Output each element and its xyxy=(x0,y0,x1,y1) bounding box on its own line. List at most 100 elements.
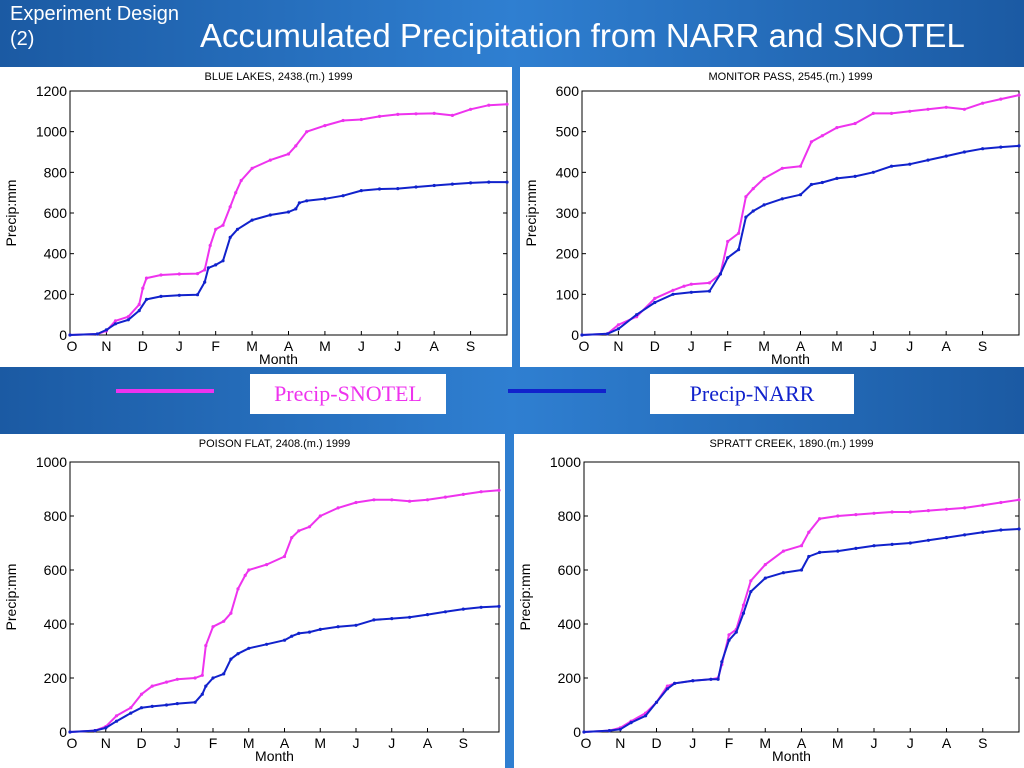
data-point xyxy=(654,700,659,704)
data-point xyxy=(150,704,154,708)
data-point xyxy=(762,176,766,180)
data-point xyxy=(889,111,894,115)
chart-svg: MONITOR PASS, 2545.(m.) 1999 0 100 200 300 40… xyxy=(523,71,1021,367)
x-tick-label: D xyxy=(138,338,148,354)
data-point xyxy=(247,568,251,572)
x-tick-label: J xyxy=(174,735,181,751)
y-tick-label: 0 xyxy=(573,724,581,740)
slide-label: Experiment Design (2) xyxy=(10,3,179,50)
data-point xyxy=(890,542,894,546)
data-point xyxy=(798,164,803,168)
x-tick-label: A xyxy=(429,338,439,354)
data-point xyxy=(175,677,179,681)
x-tick-label: O xyxy=(581,735,592,751)
y-tick-label: 0 xyxy=(571,327,579,343)
data-point xyxy=(221,259,225,263)
y-tick-label: 100 xyxy=(556,286,580,302)
data-point xyxy=(305,199,309,203)
y-tick-label: 1000 xyxy=(36,124,67,140)
data-point xyxy=(200,692,204,696)
data-point xyxy=(377,114,382,118)
y-axis-label: Precip:mm xyxy=(3,180,19,247)
data-point xyxy=(408,615,412,619)
data-point xyxy=(414,185,418,189)
data-point xyxy=(962,150,966,154)
data-point xyxy=(908,162,912,166)
x-tick-label: J xyxy=(388,735,395,751)
chart-svg: POISON FLAT, 2408.(m.) 1999 0 200 400 600 800… xyxy=(3,438,501,764)
data-point xyxy=(297,201,301,205)
data-point xyxy=(890,510,894,514)
data-point xyxy=(450,113,454,117)
data-point xyxy=(981,503,985,507)
x-tick-label: F xyxy=(723,338,732,354)
data-point xyxy=(214,227,218,231)
x-tick-label: O xyxy=(67,735,78,751)
data-point xyxy=(359,117,363,122)
data-point xyxy=(889,164,894,168)
x-axis-label: Month xyxy=(771,351,810,367)
data-point xyxy=(282,638,287,642)
data-point xyxy=(286,210,291,214)
data-point xyxy=(425,498,430,502)
data-point xyxy=(68,333,72,337)
x-tick-label: F xyxy=(209,735,218,751)
data-point xyxy=(204,644,208,648)
data-point xyxy=(114,719,119,723)
data-point xyxy=(159,294,163,298)
x-tick-label: A xyxy=(941,338,951,354)
y-tick-label: 800 xyxy=(44,508,68,524)
x-tick-label: M xyxy=(319,338,331,354)
data-point xyxy=(221,223,225,227)
series-line-snotel xyxy=(69,489,500,733)
x-tick-label: M xyxy=(831,338,843,354)
data-point xyxy=(204,684,208,688)
legend-snotel-label: Precip-SNOTEL xyxy=(250,374,446,414)
data-point xyxy=(390,617,394,621)
data-point xyxy=(999,145,1003,149)
data-point xyxy=(981,530,985,534)
data-point xyxy=(175,702,179,706)
data-point xyxy=(707,281,712,285)
data-point xyxy=(505,102,509,106)
data-point xyxy=(236,587,240,591)
data-point xyxy=(247,646,251,650)
data-point xyxy=(354,623,358,627)
x-tick-label: M xyxy=(832,735,844,751)
data-point xyxy=(211,625,215,629)
data-point xyxy=(177,293,181,297)
y-tick-label: 600 xyxy=(558,562,582,578)
y-tick-label: 0 xyxy=(59,724,67,740)
data-point xyxy=(268,213,272,217)
data-point xyxy=(908,109,912,113)
data-point xyxy=(707,289,712,293)
chart-svg: BLUE LAKES, 2438.(m.) 1999 0 200 400 600 800 1… xyxy=(3,71,509,367)
data-point xyxy=(297,529,301,533)
data-point xyxy=(469,107,473,111)
y-tick-label: 800 xyxy=(44,164,68,180)
data-point xyxy=(854,513,858,517)
data-point xyxy=(114,714,119,718)
legend-snotel-line xyxy=(116,389,214,393)
data-point xyxy=(836,514,840,518)
series-line-narr xyxy=(69,605,500,733)
data-point xyxy=(673,681,677,685)
data-point xyxy=(616,323,620,327)
data-point xyxy=(228,235,232,239)
y-tick-label: 200 xyxy=(44,670,68,686)
data-point xyxy=(206,266,210,270)
y-tick-label: 800 xyxy=(558,508,582,524)
x-tick-label: N xyxy=(101,735,111,751)
data-point xyxy=(799,544,804,548)
x-tick-label: N xyxy=(613,338,623,354)
data-point xyxy=(250,166,254,170)
data-point xyxy=(443,495,447,499)
data-point xyxy=(341,118,345,123)
data-point xyxy=(653,296,657,300)
y-tick-label: 1200 xyxy=(36,83,67,99)
data-point xyxy=(129,711,133,715)
x-tick-label: F xyxy=(725,735,734,751)
data-point xyxy=(341,194,345,198)
data-point xyxy=(749,590,753,594)
data-point xyxy=(469,181,473,185)
